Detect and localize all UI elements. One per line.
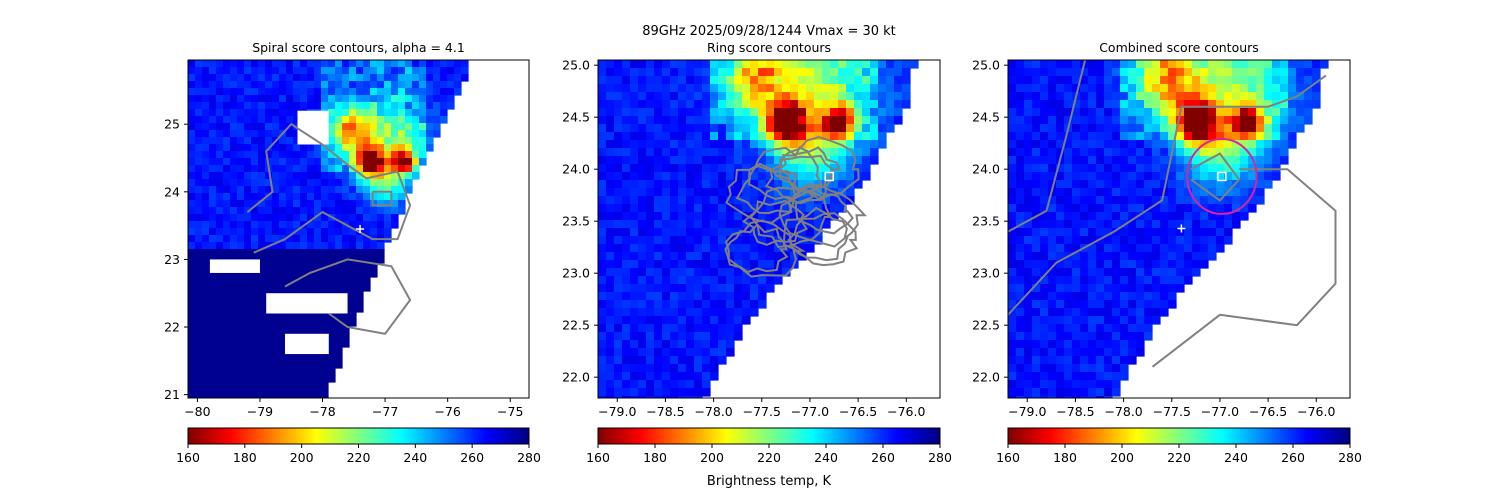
- y-tick-label: 22.0: [562, 370, 590, 385]
- center-square-marker: [1217, 171, 1227, 182]
- x-tick-label: −77.5: [743, 404, 781, 419]
- colorbar-tick-label: 240: [1224, 450, 1248, 465]
- axes-frame: [187, 59, 530, 399]
- colorbar-tick-label: 260: [1281, 450, 1305, 465]
- colorbar-tick-label: 180: [1053, 450, 1077, 465]
- colorbar: [187, 427, 530, 445]
- y-tick-label: 24.5: [972, 110, 1000, 125]
- colorbar: [597, 427, 941, 445]
- colorbar-tick-label: 200: [290, 450, 314, 465]
- colorbar-tick-label: 220: [757, 450, 781, 465]
- panel-1: Spiral score contours, alpha = 4.1 −80 −79…: [164, 40, 541, 465]
- y-tick-label: 23: [164, 252, 180, 267]
- x-tick-label: −78.5: [646, 404, 684, 419]
- y-tick-label: 23.0: [562, 266, 590, 281]
- x-tick-label: −79.0: [598, 404, 636, 419]
- x-tick-label: −76.0: [887, 404, 925, 419]
- panel-3: Combined score contours −79.0 −78.5 −78.0 −7…: [972, 40, 1362, 465]
- y-tick-label: 23.5: [972, 214, 1000, 229]
- colorbar-tick-label: 220: [347, 450, 371, 465]
- x-tick-label: −76.5: [839, 404, 877, 419]
- colorbar-tick-label: 180: [233, 450, 257, 465]
- colorbar-tick-label: 200: [1110, 450, 1134, 465]
- x-tick-label: −79.0: [1008, 404, 1046, 419]
- figure-suptitle: 89GHz 2025/09/28/1244 Vmax = 30 kt: [642, 24, 896, 39]
- heatmap: [598, 60, 919, 398]
- y-tick-label: 22: [164, 320, 180, 335]
- y-tick-label: 25: [164, 117, 180, 132]
- x-tick-label: −78.5: [1056, 404, 1094, 419]
- plus-marker: [1177, 224, 1186, 233]
- colorbar-label: Brightness temp, K: [707, 474, 832, 489]
- colorbar-tick-label: 280: [1338, 450, 1362, 465]
- x-tick-label: −76.5: [1249, 404, 1287, 419]
- x-tick-label: −75: [497, 404, 523, 419]
- colorbar-tick-label: 160: [176, 450, 200, 465]
- x-tick-label: −78: [309, 404, 335, 419]
- x-tick-label: −79: [247, 404, 273, 419]
- score-contours: [246, 122, 412, 335]
- axes-frame: [1007, 59, 1351, 399]
- heatmap: [188, 60, 469, 398]
- x-tick-label: −76.0: [1297, 404, 1335, 419]
- y-tick-label: 24.5: [562, 110, 590, 125]
- y-tick-label: 23.5: [562, 214, 590, 229]
- score-contours: [1008, 60, 1337, 368]
- axes-frame: [597, 59, 941, 399]
- y-tick-label: 22.5: [562, 318, 590, 333]
- panel-title: Combined score contours: [1099, 40, 1259, 55]
- x-tick-label: −78.0: [694, 404, 732, 419]
- colorbar-tick-label: 280: [928, 450, 952, 465]
- colorbar-tick-label: 180: [643, 450, 667, 465]
- colorbar-tick-label: 280: [517, 450, 541, 465]
- y-tick-label: 24.0: [972, 162, 1000, 177]
- colorbar-tick-label: 220: [1167, 450, 1191, 465]
- x-tick-label: −80: [184, 404, 210, 419]
- y-tick-label: 24.0: [562, 162, 590, 177]
- panel-2: Ring score contours−79.0 −78.5 −78.0 −77.5−…: [562, 40, 952, 465]
- y-tick-label: 24: [164, 184, 180, 199]
- y-tick-label: 21: [164, 387, 180, 402]
- colorbar-tick-label: 160: [586, 450, 610, 465]
- panel-title: Ring score contours: [707, 40, 831, 55]
- ring-circle: [1186, 138, 1258, 215]
- score-contours: [724, 135, 868, 278]
- colorbar-tick-label: 200: [700, 450, 724, 465]
- colorbar-tick-label: 260: [871, 450, 895, 465]
- center-plus-marker: [356, 225, 365, 233]
- colorbar-tick-label: 160: [996, 450, 1020, 465]
- colorbar-tick-label: 260: [460, 450, 484, 465]
- center-square-marker: [824, 171, 834, 182]
- x-tick-label: −76: [434, 404, 460, 419]
- y-tick-label: 23.0: [972, 266, 1000, 281]
- y-tick-label: 25.0: [562, 58, 590, 73]
- x-tick-label: −77.5: [1153, 404, 1191, 419]
- heatmap: [1008, 60, 1329, 398]
- x-tick-label: −77.0: [1201, 404, 1239, 419]
- y-tick-label: 22.0: [972, 370, 1000, 385]
- y-tick-label: 25.0: [972, 58, 1000, 73]
- x-tick-label: −78.0: [1104, 404, 1142, 419]
- colorbar-tick-label: 240: [403, 450, 427, 465]
- panel-title: Spiral score contours, alpha = 4.1: [252, 40, 465, 55]
- y-tick-label: 22.5: [972, 318, 1000, 333]
- x-tick-label: −77.0: [791, 404, 829, 419]
- colorbar-tick-label: 240: [814, 450, 838, 465]
- colorbar: [1007, 427, 1351, 445]
- panels: Spiral score contours, alpha = 4.1 −80 −79…: [164, 40, 1362, 465]
- x-tick-label: −77: [372, 404, 398, 419]
